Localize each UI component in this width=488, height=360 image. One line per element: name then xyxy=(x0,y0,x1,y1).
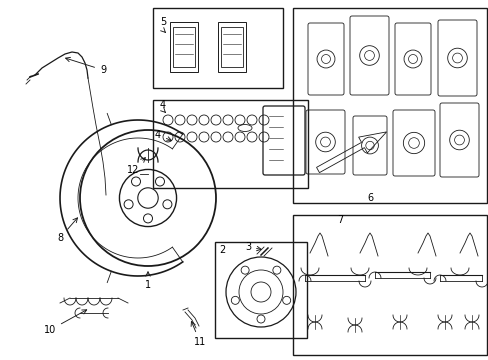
Bar xyxy=(153,100,307,188)
Bar xyxy=(153,8,283,88)
Bar xyxy=(218,22,245,72)
Text: 3: 3 xyxy=(244,242,261,252)
Text: 1: 1 xyxy=(144,272,151,290)
Text: 2: 2 xyxy=(219,245,224,255)
Text: 6: 6 xyxy=(366,193,372,203)
Text: 11: 11 xyxy=(191,321,206,347)
Text: 9: 9 xyxy=(65,57,106,75)
Text: 10: 10 xyxy=(44,310,86,335)
Bar xyxy=(173,27,195,67)
Text: 12: 12 xyxy=(126,158,145,175)
Bar xyxy=(170,22,198,72)
Bar xyxy=(221,27,243,67)
Text: 4: 4 xyxy=(155,130,171,141)
Bar xyxy=(215,242,306,338)
Text: 8: 8 xyxy=(57,218,78,243)
Text: 5: 5 xyxy=(160,17,166,27)
Text: 7: 7 xyxy=(336,215,343,225)
Text: 4: 4 xyxy=(160,100,166,110)
Bar xyxy=(292,8,486,203)
Bar xyxy=(292,215,486,355)
